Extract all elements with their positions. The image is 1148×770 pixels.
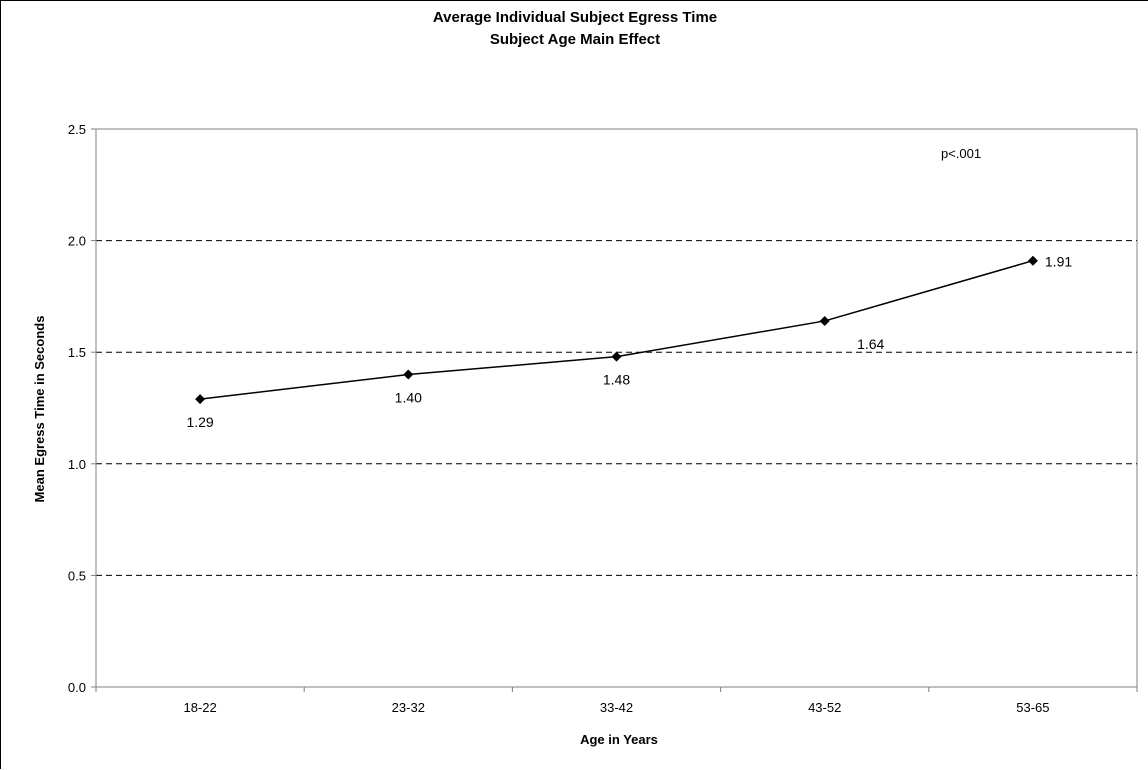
x-axis-title: Age in Years bbox=[580, 732, 658, 747]
p-value-annotation: p<.001 bbox=[941, 146, 981, 161]
data-point bbox=[819, 315, 830, 326]
y-tick-label: 1.5 bbox=[68, 345, 86, 360]
chart-subtitle: Subject Age Main Effect bbox=[490, 31, 660, 48]
data-point bbox=[611, 351, 622, 362]
x-tick-label: 53-65 bbox=[1016, 700, 1049, 715]
plot-area: 0.0 0.5 1.0 1.5 2.0 2.5 18-22 23-32 33-42 43-52 53… bbox=[68, 122, 1138, 715]
y-tick-label: 0.0 bbox=[68, 680, 86, 695]
data-point bbox=[1027, 255, 1038, 266]
data-label: 1.91 bbox=[1045, 254, 1072, 270]
chart-title: Average Individual Subject Egress Time bbox=[433, 9, 717, 26]
data-label: 1.29 bbox=[186, 414, 213, 430]
x-tick-label: 33-42 bbox=[600, 700, 633, 715]
y-tick-label: 2.0 bbox=[68, 234, 86, 249]
x-tick-label: 43-52 bbox=[808, 700, 841, 715]
x-tick-label: 18-22 bbox=[183, 700, 216, 715]
x-tick-label: 23-32 bbox=[392, 700, 425, 715]
y-tick-label: 0.5 bbox=[68, 568, 86, 583]
data-point bbox=[195, 394, 206, 405]
data-label: 1.40 bbox=[395, 390, 422, 406]
y-tick-label: 2.5 bbox=[68, 122, 86, 137]
y-tick-label: 1.0 bbox=[68, 457, 86, 472]
data-label: 1.48 bbox=[603, 372, 630, 388]
y-axis-title: Mean Egress Time in Seconds bbox=[32, 316, 47, 503]
data-label: 1.64 bbox=[857, 336, 884, 352]
data-point bbox=[403, 369, 414, 380]
